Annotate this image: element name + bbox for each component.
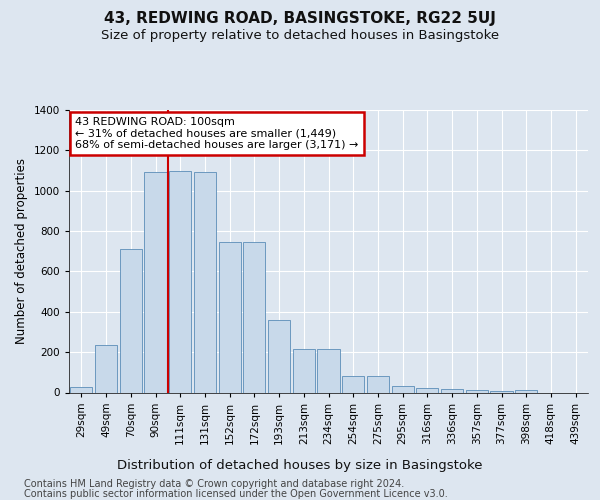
Text: Contains public sector information licensed under the Open Government Licence v3: Contains public sector information licen… [24, 489, 448, 499]
Bar [342, 376, 364, 392]
Bar [367, 376, 389, 392]
Bar [515, 390, 538, 392]
Bar [218, 242, 241, 392]
Bar [169, 170, 191, 392]
Bar [441, 390, 463, 392]
Text: Contains HM Land Registry data © Crown copyright and database right 2024.: Contains HM Land Registry data © Crown c… [24, 479, 404, 489]
Bar [70, 388, 92, 392]
Bar [119, 249, 142, 392]
Bar [194, 172, 216, 392]
Bar [243, 242, 265, 392]
Text: Size of property relative to detached houses in Basingstoke: Size of property relative to detached ho… [101, 29, 499, 42]
Bar [466, 390, 488, 392]
Bar [268, 320, 290, 392]
Bar [293, 349, 315, 393]
Text: 43, REDWING ROAD, BASINGSTOKE, RG22 5UJ: 43, REDWING ROAD, BASINGSTOKE, RG22 5UJ [104, 11, 496, 26]
Text: Distribution of detached houses by size in Basingstoke: Distribution of detached houses by size … [117, 459, 483, 472]
Bar [392, 386, 414, 392]
Bar [95, 345, 117, 393]
Bar [145, 172, 167, 392]
Text: 43 REDWING ROAD: 100sqm
← 31% of detached houses are smaller (1,449)
68% of semi: 43 REDWING ROAD: 100sqm ← 31% of detache… [75, 117, 359, 150]
Y-axis label: Number of detached properties: Number of detached properties [15, 158, 28, 344]
Bar [416, 388, 439, 392]
Bar [317, 349, 340, 393]
